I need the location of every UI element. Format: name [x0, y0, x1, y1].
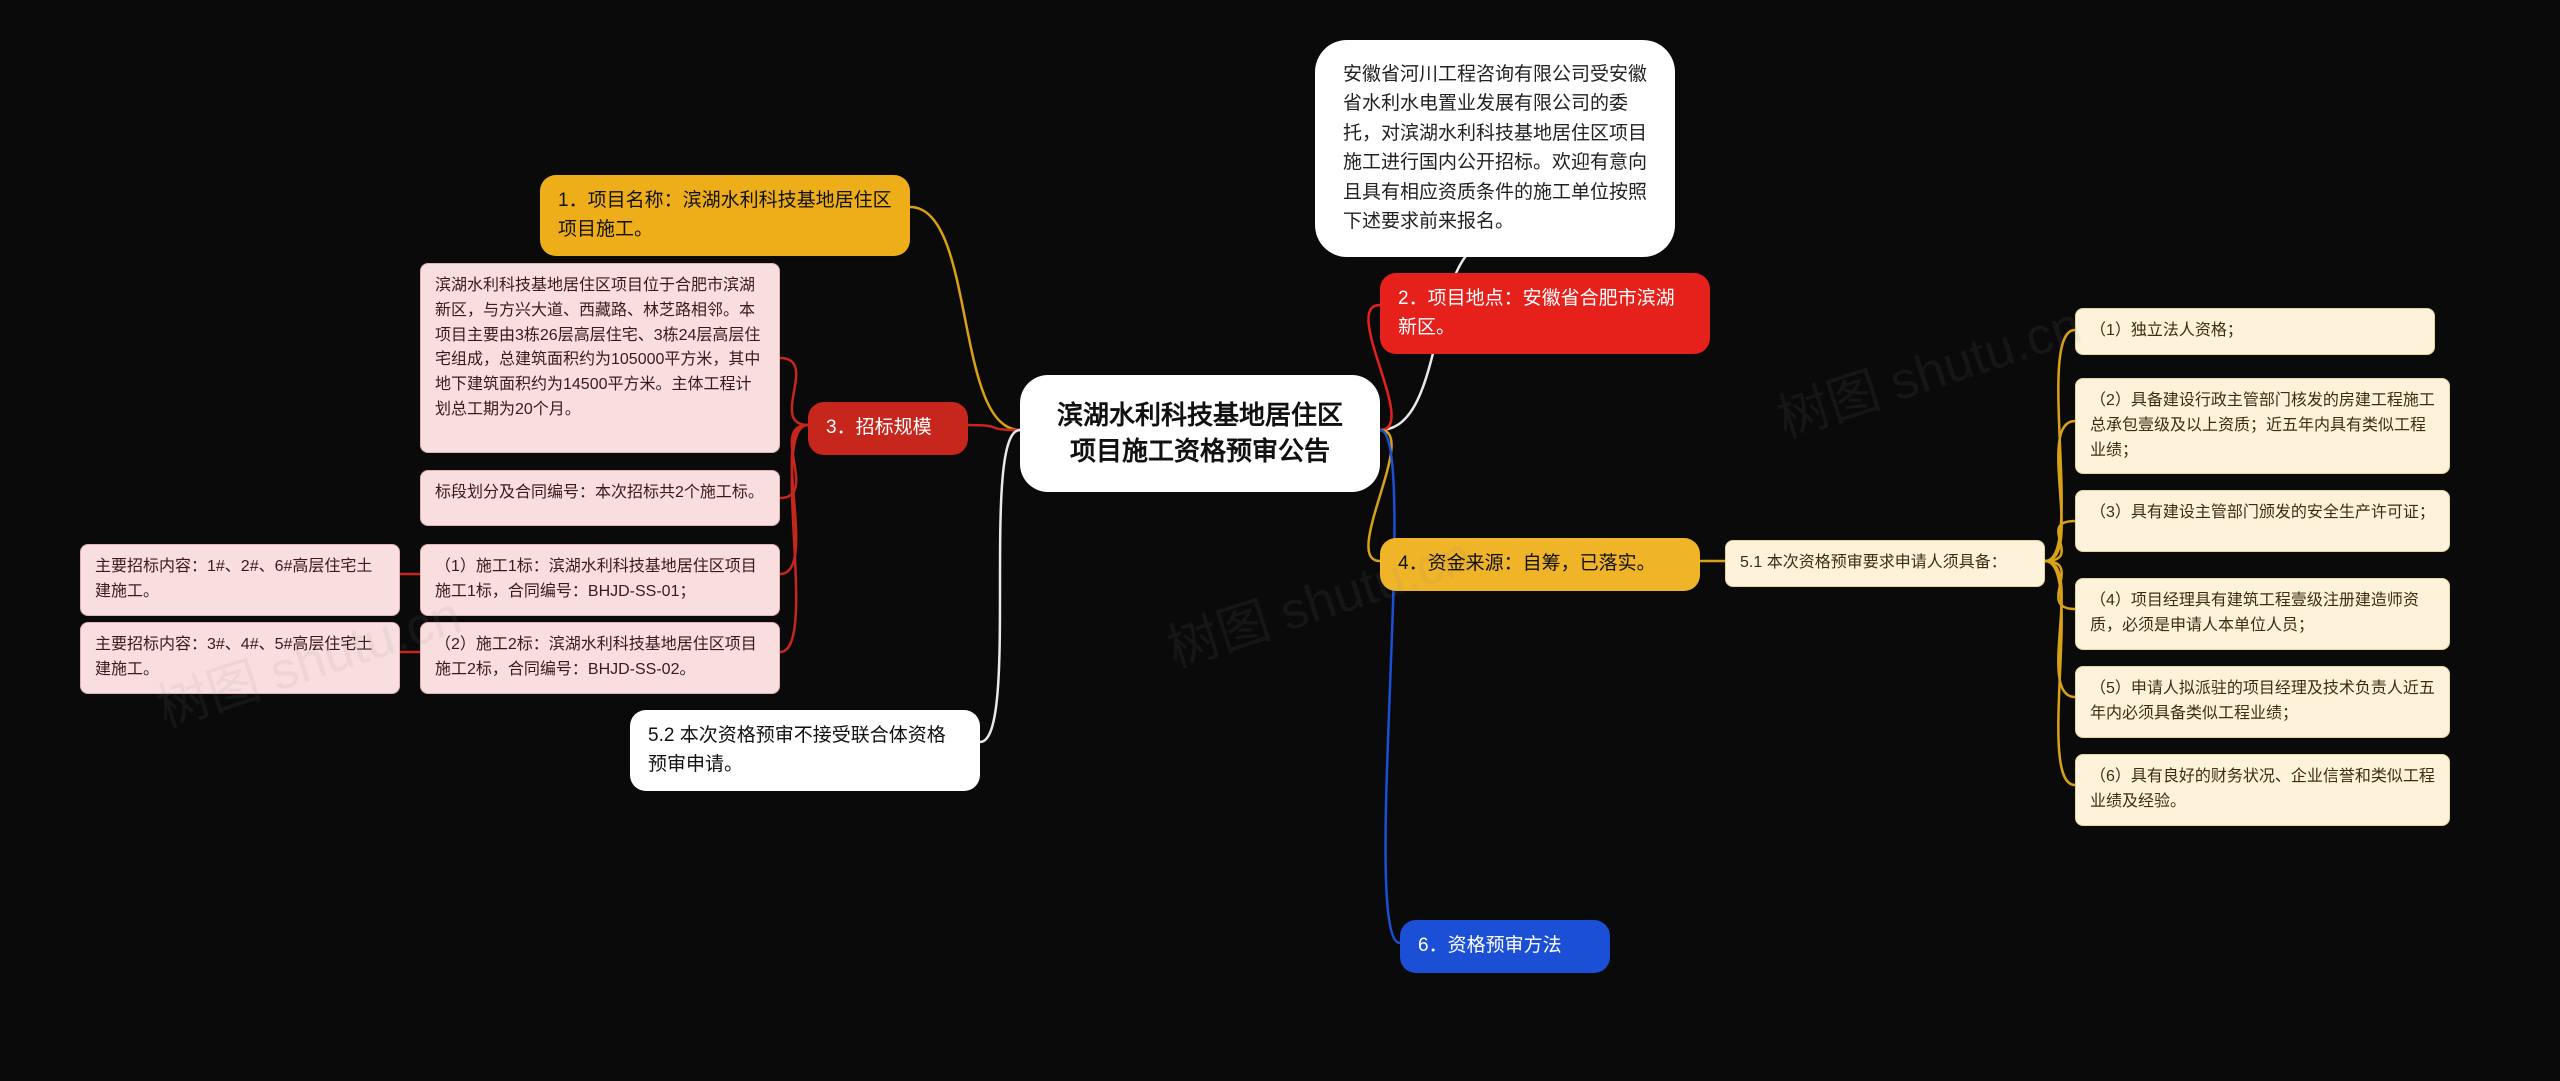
intro-node: 安徽省河川工程咨询有限公司受安徽省水利水电置业发展有限公司的委托，对滨湖水利科技… [1315, 40, 1675, 257]
branch-b3: 3．招标规模 [808, 402, 968, 455]
branch-b4: 4．资金来源：自筹，已落实。 [1380, 538, 1700, 591]
edge [780, 425, 808, 652]
edge [780, 425, 808, 574]
branch-b3-b3d-b3d1: 主要招标内容：3#、4#、5#高层住宅土建施工。 [80, 622, 400, 694]
watermark: 树图 shutu.cn [1766, 283, 2089, 452]
edge [2045, 521, 2075, 561]
branch-b4-b4a-q5: （5）申请人拟派驻的项目经理及技术负责人近五年内必须具备类似工程业绩； [2075, 666, 2450, 738]
edge [1380, 430, 1400, 943]
edge [2045, 561, 2075, 609]
branch-b3-b3c: （1）施工1标：滨湖水利科技基地居住区项目施工1标，合同编号：BHJD-SS-0… [420, 544, 780, 616]
edge [980, 430, 1020, 742]
center-node: 滨湖水利科技基地居住区 项目施工资格预审公告 [1020, 375, 1380, 492]
edge [2045, 561, 2075, 697]
mindmap-stage: 滨湖水利科技基地居住区 项目施工资格预审公告 安徽省河川工程咨询有限公司受安徽省水… [0, 0, 2560, 1081]
branch-b4-b4a-q6: （6）具有良好的财务状况、企业信誉和类似工程业绩及经验。 [2075, 754, 2450, 826]
branch-b4-b4a-q1: （1）独立法人资格； [2075, 308, 2435, 355]
branch-b6: 6．资格预审方法 [1400, 920, 1610, 973]
edge [2045, 330, 2075, 561]
branch-b4-b4a-q2: （2）具备建设行政主管部门核发的房建工程施工总承包壹级及以上资质；近五年内具有类… [2075, 378, 2450, 474]
branch-b3-b3c-b3c1: 主要招标内容：1#、2#、6#高层住宅土建施工。 [80, 544, 400, 616]
edge [910, 207, 1020, 430]
branch-b5: 5.2 本次资格预审不接受联合体资格预审申请。 [630, 710, 980, 791]
branch-b1: 1．项目名称：滨湖水利科技基地居住区项目施工。 [540, 175, 910, 256]
branch-b2: 2．项目地点：安徽省合肥市滨湖新区。 [1380, 273, 1710, 354]
branch-b4-b4a-q4: （4）项目经理具有建筑工程壹级注册建造师资质，必须是申请人本单位人员； [2075, 578, 2450, 650]
branch-b3-b3a: 滨湖水利科技基地居住区项目位于合肥市滨湖新区，与方兴大道、西藏路、林芝路相邻。本… [420, 263, 780, 453]
edge [780, 425, 808, 498]
edge [780, 358, 808, 425]
branch-b4-b4a: 5.1 本次资格预审要求申请人须具备： [1725, 540, 2045, 587]
branch-b3-b3d: （2）施工2标：滨湖水利科技基地居住区项目施工2标，合同编号：BHJD-SS-0… [420, 622, 780, 694]
branch-b3-b3b: 标段划分及合同编号：本次招标共2个施工标。 [420, 470, 780, 526]
edge [2045, 561, 2075, 785]
edge [968, 425, 1020, 430]
branch-b4-b4a-q3: （3）具有建设主管部门颁发的安全生产许可证； [2075, 490, 2450, 552]
edge [2045, 421, 2075, 561]
